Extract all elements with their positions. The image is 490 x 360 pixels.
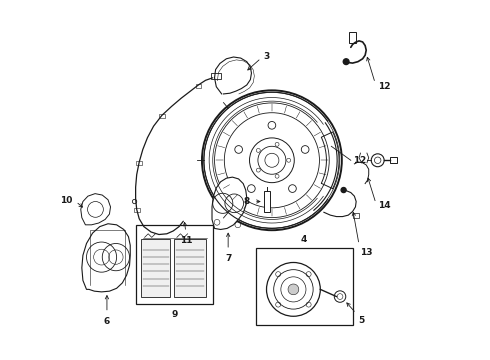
Bar	[134, 208, 140, 212]
Bar	[211, 73, 221, 79]
Text: 3: 3	[264, 53, 270, 62]
Text: 8: 8	[243, 197, 249, 206]
Polygon shape	[212, 177, 247, 229]
Polygon shape	[81, 194, 111, 225]
Text: 2: 2	[359, 156, 365, 165]
Bar	[156, 233, 162, 237]
Text: 1: 1	[353, 156, 359, 165]
Text: 13: 13	[361, 248, 373, 257]
Polygon shape	[82, 224, 130, 292]
Text: 11: 11	[179, 236, 192, 245]
Circle shape	[341, 188, 346, 193]
Text: 14: 14	[378, 201, 391, 210]
Bar	[349, 32, 356, 43]
Text: 7: 7	[225, 254, 231, 263]
Bar	[353, 213, 359, 218]
Text: 6: 6	[104, 317, 110, 326]
Bar	[256, 248, 353, 325]
Circle shape	[334, 291, 346, 302]
Bar	[174, 239, 205, 297]
Text: 9: 9	[172, 310, 178, 319]
Bar	[265, 192, 270, 212]
Text: 12: 12	[378, 82, 390, 91]
Circle shape	[343, 59, 349, 64]
Bar	[141, 239, 171, 297]
Bar	[159, 114, 165, 118]
Text: 5: 5	[359, 316, 365, 325]
Bar	[136, 225, 213, 304]
Bar	[196, 84, 201, 88]
Text: 10: 10	[60, 196, 73, 205]
Bar	[136, 161, 142, 165]
Text: 4: 4	[301, 235, 307, 244]
Circle shape	[288, 284, 299, 295]
Bar	[390, 157, 397, 163]
